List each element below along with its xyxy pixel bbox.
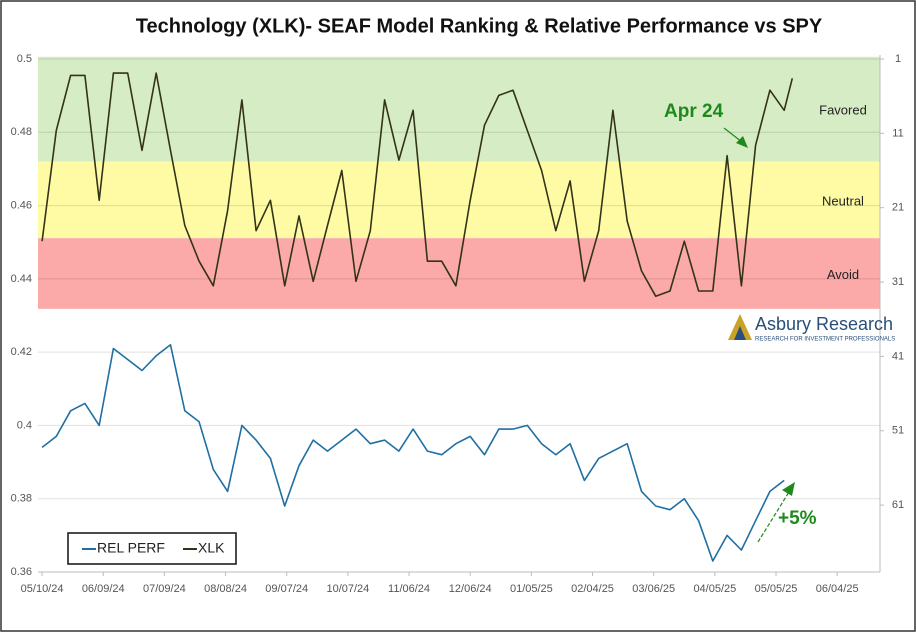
y-tick-label: 0.42	[11, 346, 32, 358]
x-tick-label: 01/05/25	[510, 583, 553, 595]
x-tick-label: 09/07/24	[265, 583, 308, 595]
band-label: Neutral	[822, 193, 864, 208]
annotation: +5%	[778, 508, 817, 529]
y-tick-label: 0.36	[11, 566, 32, 578]
x-tick-label: 06/04/25	[816, 583, 859, 595]
y-tick-label: 0.44	[11, 273, 32, 285]
y2-tick-label: 21	[892, 202, 904, 214]
x-tick-label: 07/09/24	[143, 583, 186, 595]
logo-name: Asbury Research	[755, 314, 893, 334]
x-tick-label: 11/06/24	[388, 583, 430, 595]
y-tick-label: 0.48	[11, 126, 32, 138]
y2-tick-label: 31	[892, 276, 904, 288]
x-tick-label: 05/05/25	[755, 583, 798, 595]
logo-tagline: RESEARCH FOR INVESTMENT PROFESSIONALS	[755, 337, 895, 343]
y2-tick-label: 51	[892, 425, 904, 437]
x-tick-label: 03/06/25	[632, 583, 675, 595]
x-tick-label: 06/09/24	[82, 583, 125, 595]
series-line	[41, 344, 785, 562]
logo: Asbury Research RESEARCH FOR INVESTMENT …	[728, 314, 895, 343]
x-tick-label: 04/05/25	[693, 583, 736, 595]
annotation: Apr 24	[664, 101, 724, 122]
chart-title: Technology (XLK)- SEAF Model Ranking & R…	[136, 15, 823, 37]
legend: REL PERF XLK	[67, 532, 237, 565]
x-tick-label: 02/04/25	[571, 583, 614, 595]
series-line	[41, 72, 794, 297]
legend-label: REL PERF	[97, 540, 165, 556]
y2-tick-label: 11	[892, 127, 903, 139]
annotation-arrow	[723, 127, 743, 143]
band	[38, 56, 880, 162]
x-tick-label: 08/08/24	[204, 583, 247, 595]
x-tick-label: 10/07/24	[326, 583, 369, 595]
legend-label: XLK	[198, 540, 225, 556]
y2-tick-label: 1	[895, 53, 901, 65]
y-tick-label: 0.4	[17, 419, 32, 431]
annotation-arrowhead	[782, 482, 795, 496]
y-tick-label: 0.46	[11, 199, 32, 211]
y2-tick-label: 41	[892, 350, 904, 362]
band-label: Avoid	[827, 267, 859, 282]
band	[38, 161, 880, 239]
band-label: Favored	[819, 103, 867, 118]
annotation-arrow	[757, 491, 790, 543]
logo-icon	[734, 326, 746, 340]
x-tick-label: 05/10/24	[21, 583, 64, 595]
y-tick-label: 0.5	[17, 53, 32, 65]
y2-tick-label: 61	[892, 499, 904, 511]
band	[38, 238, 880, 309]
annotation-arrowhead	[736, 136, 748, 148]
y-tick-label: 0.38	[11, 493, 32, 505]
x-tick-label: 12/06/24	[449, 583, 492, 595]
